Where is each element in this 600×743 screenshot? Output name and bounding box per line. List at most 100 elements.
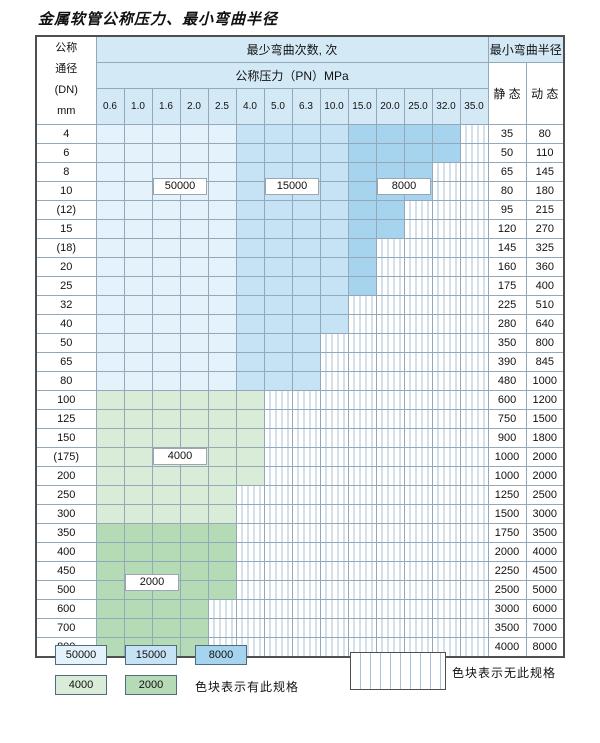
spec-cell [207, 465, 237, 486]
no-spec-cell [459, 541, 489, 562]
no-spec-cell [403, 237, 433, 258]
static-radius-cell: 350 [487, 332, 527, 353]
dynamic-header: 动 态 [525, 61, 565, 125]
no-spec-cell [291, 465, 321, 486]
static-radius-cell: 3000 [487, 598, 527, 619]
table-row: 50 350 800 [35, 332, 565, 353]
no-spec-cell [431, 579, 461, 600]
no-spec-cell [403, 484, 433, 505]
spec-cell [179, 123, 209, 144]
spec-cell [179, 427, 209, 448]
spec-cell [263, 199, 293, 220]
spec-cell [151, 332, 181, 353]
spec-cell [95, 465, 125, 486]
spec-cell [179, 598, 209, 619]
table-row: 200 1000 2000 [35, 465, 565, 486]
no-spec-cell [459, 598, 489, 619]
spec-cell [151, 237, 181, 258]
no-spec-cell [319, 351, 349, 372]
spec-cell [123, 313, 153, 334]
no-spec-cell [347, 617, 377, 638]
page-title: 金属软管公称压力、最小弯曲半径 [38, 10, 279, 28]
static-radius-cell: 50 [487, 142, 527, 163]
no-spec-cell [403, 427, 433, 448]
no-spec-cell [319, 484, 349, 505]
spec-cell [207, 123, 237, 144]
spec-cell [235, 294, 265, 315]
static-radius-cell: 95 [487, 199, 527, 220]
table-row: 600 3000 6000 [35, 598, 565, 619]
spec-cell [179, 294, 209, 315]
no-spec-cell [319, 370, 349, 391]
dn-cell: (18) [35, 237, 97, 258]
no-spec-cell [403, 579, 433, 600]
spec-cell [95, 541, 125, 562]
spec-cell [123, 484, 153, 505]
spec-cell [151, 484, 181, 505]
dn-cell: 32 [35, 294, 97, 315]
spec-cell [179, 465, 209, 486]
no-spec-cell [347, 389, 377, 410]
no-spec-cell [347, 294, 377, 315]
spec-cell [207, 351, 237, 372]
no-spec-cell [291, 408, 321, 429]
spec-cell [95, 389, 125, 410]
spec-cell [291, 351, 321, 372]
no-spec-cell [403, 313, 433, 334]
spec-cell [123, 427, 153, 448]
legend-swatch-4000: 4000 [55, 675, 107, 695]
static-radius-cell: 1000 [487, 446, 527, 467]
dn-header-line: (DN) [54, 84, 78, 97]
no-spec-cell [403, 617, 433, 638]
spec-cell [291, 199, 321, 220]
pressure-value-header: 15.0 [347, 87, 377, 125]
dn-header: 公称 通径 (DN) mm [35, 35, 97, 125]
no-spec-cell [459, 465, 489, 486]
spec-cell [179, 275, 209, 296]
pressure-value-header: 4.0 [235, 87, 265, 125]
spec-cell [95, 294, 125, 315]
table-row: 100 600 1200 [35, 389, 565, 410]
spec-cell [207, 142, 237, 163]
dynamic-radius-cell: 80 [525, 123, 565, 144]
zone-cycles-label: 50000 [153, 178, 207, 195]
dn-cell: 4 [35, 123, 97, 144]
spec-cell [95, 617, 125, 638]
no-spec-cell [459, 199, 489, 220]
dn-header-line: 公称 [55, 42, 78, 55]
spec-cell [291, 161, 321, 182]
spec-cell [291, 294, 321, 315]
no-spec-cell [403, 275, 433, 296]
spec-cell [151, 389, 181, 410]
no-spec-cell [375, 256, 405, 277]
no-spec-cell [235, 598, 265, 619]
dn-cell: 6 [35, 142, 97, 163]
spec-cell [123, 332, 153, 353]
no-spec-cell [403, 560, 433, 581]
pressure-value-header: 32.0 [431, 87, 461, 125]
spec-cell [291, 123, 321, 144]
spec-cell [123, 180, 153, 201]
spec-cell [235, 161, 265, 182]
spec-cell [207, 218, 237, 239]
dynamic-radius-cell: 4500 [525, 560, 565, 581]
spec-cell [263, 123, 293, 144]
spec-cell [235, 389, 265, 410]
no-spec-cell [375, 389, 405, 410]
static-radius-cell: 35 [487, 123, 527, 144]
spec-cell [235, 256, 265, 277]
table-row: 20 160 360 [35, 256, 565, 277]
spec-cell [291, 313, 321, 334]
dn-cell: 40 [35, 313, 97, 334]
static-radius-cell: 900 [487, 427, 527, 448]
table-row: 400 2000 4000 [35, 541, 565, 562]
spec-cell [151, 598, 181, 619]
legend-has-spec-note: 色块表示有此规格 [195, 680, 300, 694]
dn-cell: 350 [35, 522, 97, 543]
no-spec-cell [319, 465, 349, 486]
spec-cell [95, 313, 125, 334]
dn-cell: 100 [35, 389, 97, 410]
spec-cell [263, 161, 293, 182]
spec-cell [151, 465, 181, 486]
table-row: (18) 145 325 [35, 237, 565, 258]
